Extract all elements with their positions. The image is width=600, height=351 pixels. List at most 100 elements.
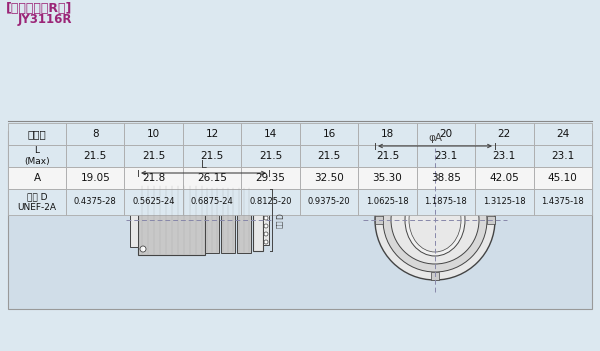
Text: 42.05: 42.05 <box>490 173 519 183</box>
Bar <box>431 160 439 168</box>
Text: φA: φA <box>428 133 442 143</box>
Bar <box>66 123 124 145</box>
Text: 38.85: 38.85 <box>431 173 461 183</box>
Circle shape <box>140 246 146 252</box>
Text: 29.35: 29.35 <box>256 173 286 183</box>
Circle shape <box>391 176 479 264</box>
Bar <box>358 123 416 145</box>
Text: 21.5: 21.5 <box>200 151 224 161</box>
Text: 21.5: 21.5 <box>376 151 399 161</box>
Text: 壳体号: 壳体号 <box>28 129 46 139</box>
Text: L: L <box>200 160 206 170</box>
Bar <box>124 145 183 167</box>
Text: 16: 16 <box>322 129 335 139</box>
Text: 1.0625-18: 1.0625-18 <box>366 198 409 206</box>
Bar <box>130 193 138 247</box>
Bar <box>8 145 66 167</box>
Bar <box>300 189 358 215</box>
Bar <box>475 167 533 189</box>
Bar <box>253 189 263 251</box>
Text: 0.9375-20: 0.9375-20 <box>308 198 350 206</box>
Bar <box>183 189 241 215</box>
Text: 1.1875-18: 1.1875-18 <box>425 198 467 206</box>
Bar <box>533 123 592 145</box>
Bar <box>241 189 300 215</box>
Bar <box>124 123 183 145</box>
Text: 22: 22 <box>498 129 511 139</box>
Text: 21.5: 21.5 <box>83 151 107 161</box>
Text: L
(Max): L (Max) <box>24 146 50 166</box>
Text: 21.5: 21.5 <box>259 151 282 161</box>
Bar <box>241 167 300 189</box>
Text: 45.10: 45.10 <box>548 173 578 183</box>
Bar <box>241 123 300 145</box>
Text: 18: 18 <box>381 129 394 139</box>
Bar <box>487 216 495 224</box>
Text: 20: 20 <box>439 129 452 139</box>
Text: 0.8125-20: 0.8125-20 <box>250 198 292 206</box>
Text: 0.6875-24: 0.6875-24 <box>191 198 233 206</box>
Text: [直式插头、R类]: [直式插头、R类] <box>6 2 73 15</box>
Bar <box>300 123 358 145</box>
Bar <box>124 189 183 215</box>
Bar <box>138 185 205 255</box>
Text: 14: 14 <box>264 129 277 139</box>
Text: 10: 10 <box>147 129 160 139</box>
Bar <box>358 167 416 189</box>
Bar <box>205 187 219 253</box>
Bar <box>475 189 533 215</box>
Text: 1.4375-18: 1.4375-18 <box>541 198 584 206</box>
Bar <box>300 145 358 167</box>
Bar <box>533 167 592 189</box>
Bar <box>431 272 439 280</box>
Bar <box>416 189 475 215</box>
Text: JY3116R: JY3116R <box>18 13 73 26</box>
Circle shape <box>264 232 268 236</box>
Text: 1.3125-18: 1.3125-18 <box>483 198 526 206</box>
Bar <box>358 145 416 167</box>
Text: 35.30: 35.30 <box>373 173 403 183</box>
Bar <box>375 216 383 224</box>
Circle shape <box>383 168 487 272</box>
Bar <box>8 189 66 215</box>
Text: 21.5: 21.5 <box>317 151 341 161</box>
Bar <box>358 189 416 215</box>
Ellipse shape <box>409 188 461 252</box>
Bar <box>221 187 235 253</box>
Text: 0.5625-24: 0.5625-24 <box>133 198 175 206</box>
Text: 23.1: 23.1 <box>434 151 458 161</box>
Text: 24: 24 <box>556 129 569 139</box>
Bar <box>416 123 475 145</box>
Text: A: A <box>34 173 41 183</box>
Text: 12: 12 <box>205 129 219 139</box>
Bar <box>263 195 269 245</box>
Bar <box>416 145 475 167</box>
Bar <box>475 123 533 145</box>
Bar <box>66 189 124 215</box>
Text: 23.1: 23.1 <box>551 151 574 161</box>
Ellipse shape <box>405 184 465 256</box>
Bar <box>124 167 183 189</box>
Bar <box>416 167 475 189</box>
Circle shape <box>264 240 268 244</box>
Bar <box>8 123 66 145</box>
Bar <box>241 145 300 167</box>
Bar <box>183 123 241 145</box>
Bar <box>237 187 251 253</box>
Bar <box>66 167 124 189</box>
Text: 21.5: 21.5 <box>142 151 165 161</box>
Circle shape <box>375 160 495 280</box>
Bar <box>300 167 358 189</box>
Bar <box>183 167 241 189</box>
Bar <box>8 131 592 309</box>
Text: 螺纹: 螺纹 <box>276 220 283 228</box>
Text: 螺纹 D
UNEF-2A: 螺纹 D UNEF-2A <box>17 192 56 212</box>
Bar <box>475 145 533 167</box>
Text: 23.1: 23.1 <box>493 151 516 161</box>
Bar <box>183 145 241 167</box>
Bar <box>533 145 592 167</box>
Circle shape <box>264 216 268 220</box>
Text: 32.50: 32.50 <box>314 173 344 183</box>
Text: 19.05: 19.05 <box>80 173 110 183</box>
Text: 26.15: 26.15 <box>197 173 227 183</box>
